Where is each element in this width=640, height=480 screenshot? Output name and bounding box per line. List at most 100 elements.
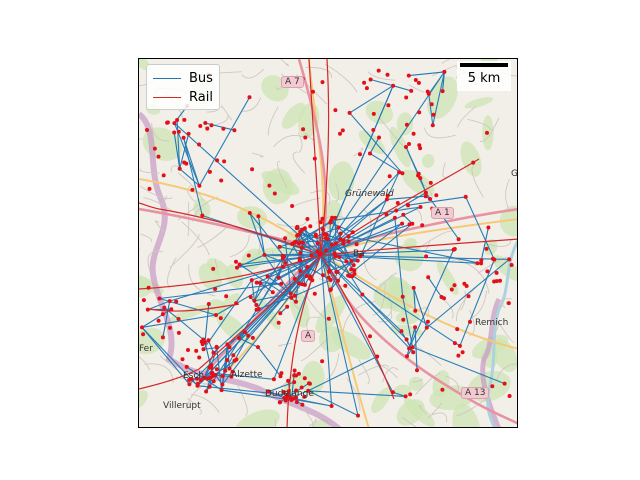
minor-road <box>489 321 499 334</box>
transit-stop <box>385 72 390 77</box>
place-label-alzette: Alzette <box>231 370 263 380</box>
transit-stop <box>410 345 415 350</box>
transit-stop <box>308 274 313 279</box>
minor-road <box>417 230 453 249</box>
transit-stop <box>479 261 484 266</box>
map-panel[interactable]: Grünewald Villerupt Dudelange Alzette Re… <box>138 58 518 428</box>
transit-stop <box>225 342 230 347</box>
minor-road <box>300 337 329 361</box>
transit-stop <box>219 178 224 183</box>
transit-stop <box>225 358 230 362</box>
transit-stop <box>415 368 419 373</box>
transit-stop <box>401 212 406 217</box>
bus-segment <box>260 282 274 293</box>
transit-stop <box>234 301 239 306</box>
forest-patch <box>358 130 386 155</box>
transit-stop <box>292 240 297 245</box>
transit-stop <box>509 263 514 267</box>
forest-patch <box>139 59 152 72</box>
transit-stop <box>197 355 202 360</box>
transit-stop <box>400 294 405 299</box>
forest-patch <box>396 399 425 426</box>
transit-stop <box>413 325 418 330</box>
minor-road <box>497 320 515 344</box>
minor-road <box>318 277 350 289</box>
transit-stop <box>471 160 476 165</box>
minor-road <box>251 152 264 158</box>
transit-stop <box>386 103 391 108</box>
transit-stop <box>186 131 191 136</box>
minor-road <box>488 239 512 247</box>
forest-patch <box>464 97 494 109</box>
transit-stop <box>490 384 495 389</box>
transit-stop <box>426 275 431 280</box>
transit-stop <box>279 371 284 376</box>
transit-stop <box>147 186 152 191</box>
forest-patch <box>301 360 325 396</box>
transit-stop <box>285 304 290 309</box>
transit-stop <box>354 242 359 247</box>
transit-stop <box>140 325 144 330</box>
minor-road <box>214 259 219 269</box>
transit-stop <box>328 287 333 292</box>
transit-stop <box>343 283 348 288</box>
place-label-g: G <box>511 169 518 179</box>
transit-stop <box>392 215 397 220</box>
transit-stop <box>219 388 224 393</box>
minor-road <box>496 363 517 381</box>
transit-stop <box>323 248 328 253</box>
transit-stop <box>485 130 489 135</box>
transit-stop <box>346 239 351 244</box>
forest-patch <box>371 387 391 413</box>
transit-stop <box>439 295 444 299</box>
minor-road <box>412 378 423 383</box>
minor-road <box>353 147 364 157</box>
scale-bar-line <box>460 63 508 67</box>
transit-stop <box>288 291 293 296</box>
transit-stop <box>201 337 206 342</box>
transit-stop <box>349 258 354 263</box>
forest-patch <box>234 409 280 427</box>
bus-segment <box>480 227 489 261</box>
place-label-dudelange: Dudelange <box>265 389 314 399</box>
bus-segment <box>414 327 418 371</box>
transit-stop <box>506 301 511 306</box>
transit-stop <box>418 205 423 209</box>
transit-stop <box>344 259 349 264</box>
bus-segment <box>173 132 181 169</box>
bus-segment <box>329 222 354 233</box>
transit-stop <box>172 130 177 135</box>
minor-road <box>241 68 265 79</box>
place-label-esch: Esch <box>183 371 205 381</box>
bus-segment <box>392 85 412 92</box>
transit-stop <box>507 394 512 398</box>
transit-stop <box>209 365 214 370</box>
transit-stop <box>176 330 181 335</box>
minor-road <box>160 355 178 371</box>
bus-segment <box>408 71 445 77</box>
transit-stop <box>321 273 325 278</box>
transit-stop <box>180 357 185 362</box>
transit-stop <box>299 385 304 390</box>
transit-stop <box>329 404 334 408</box>
transit-stop <box>356 413 360 418</box>
forest-patch <box>421 153 435 168</box>
forest-patch <box>460 141 482 177</box>
bus-segment <box>163 307 179 320</box>
transit-stop <box>294 299 298 304</box>
transit-stop <box>400 221 405 226</box>
bus-segment <box>413 287 416 311</box>
transit-stop <box>300 402 305 407</box>
transit-stop <box>203 121 208 125</box>
transit-stop <box>184 364 189 369</box>
minor-road <box>451 258 476 267</box>
transit-stop <box>341 238 346 243</box>
transit-stop <box>280 256 285 261</box>
transit-stop <box>452 283 457 288</box>
forest-patch <box>281 102 306 129</box>
transit-stop <box>460 350 465 355</box>
transit-stop <box>174 299 179 304</box>
transit-stop <box>486 225 491 230</box>
country-border-east <box>480 297 502 427</box>
minor-road <box>469 290 488 320</box>
